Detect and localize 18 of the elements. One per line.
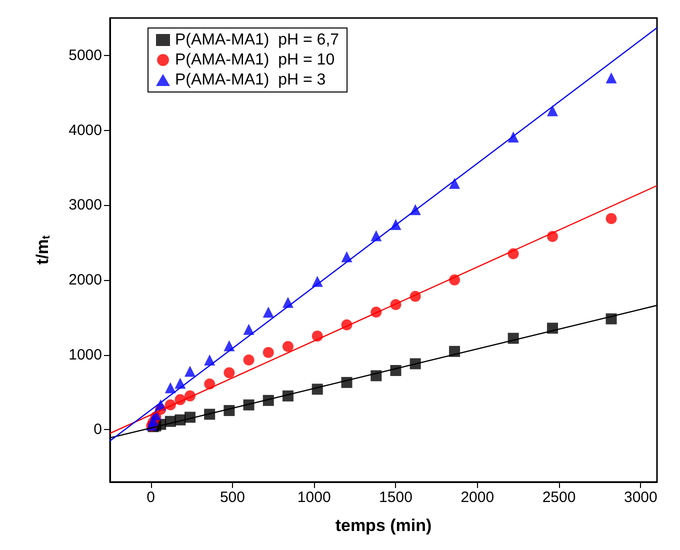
y-tick-label: 5000: [68, 46, 102, 64]
y-tick-label: 1000: [68, 346, 102, 364]
x-tick-label: 1500: [379, 489, 412, 506]
x-tick-label: 2500: [542, 489, 576, 506]
x-tick-label: 2000: [460, 489, 494, 506]
x-tick-label: 0: [146, 489, 155, 506]
y-axis-title: t/mt: [33, 235, 52, 265]
y-tick-label: 4000: [68, 122, 102, 139]
legend-label: P(AMA-MA1) pH = 3: [175, 72, 326, 88]
x-tick-label: 1000: [297, 489, 331, 506]
legend-label: P(AMA-MA1) pH = 6,7: [175, 32, 340, 48]
x-axis-title: temps (min): [335, 516, 432, 535]
y-tick-label: 2000: [68, 271, 102, 288]
y-tick-label: 3000: [68, 196, 102, 214]
y-tick-label: 0: [94, 421, 102, 438]
legend-label: P(AMA-MA1) pH = 10: [175, 52, 335, 68]
x-tick-label: 500: [220, 489, 245, 506]
x-tick-label: 3000: [624, 489, 658, 506]
